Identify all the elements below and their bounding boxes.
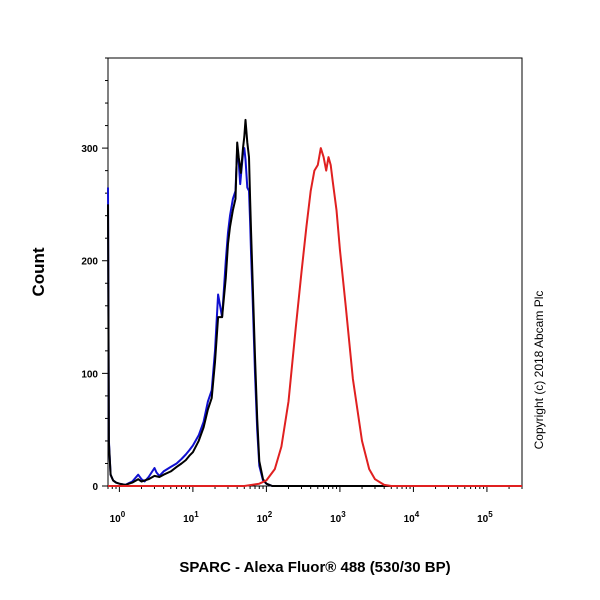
y-axis-title: Count <box>29 247 48 296</box>
y-tick-label: 200 <box>81 257 98 268</box>
x-tick-label: 103 <box>330 510 346 525</box>
x-tick-label: 100 <box>110 510 126 525</box>
x-axis-title: SPARC - Alexa Fluor® 488 (530/30 BP) <box>179 559 450 576</box>
y-tick-label: 100 <box>81 369 98 380</box>
x-axis: 100 101 102 103 104 105 <box>107 486 523 525</box>
x-tick-label: 105 <box>477 510 493 525</box>
series-line-3 <box>108 147 522 487</box>
plot-frame <box>107 57 523 487</box>
y-tick-label: 0 <box>92 482 98 493</box>
copyright-notice: Copyright (c) 2018 Abcam Plc <box>532 291 546 450</box>
x-tick-label: 101 <box>183 510 199 525</box>
x-tick-label: 102 <box>257 510 273 525</box>
series-line-1 <box>107 147 522 487</box>
y-tick-label: 300 <box>81 144 98 155</box>
x-tick-label: 104 <box>404 510 420 525</box>
histogram-series <box>107 118 522 487</box>
series-line-2 <box>107 118 522 487</box>
y-axis: 0 100 200 300 <box>81 57 108 493</box>
